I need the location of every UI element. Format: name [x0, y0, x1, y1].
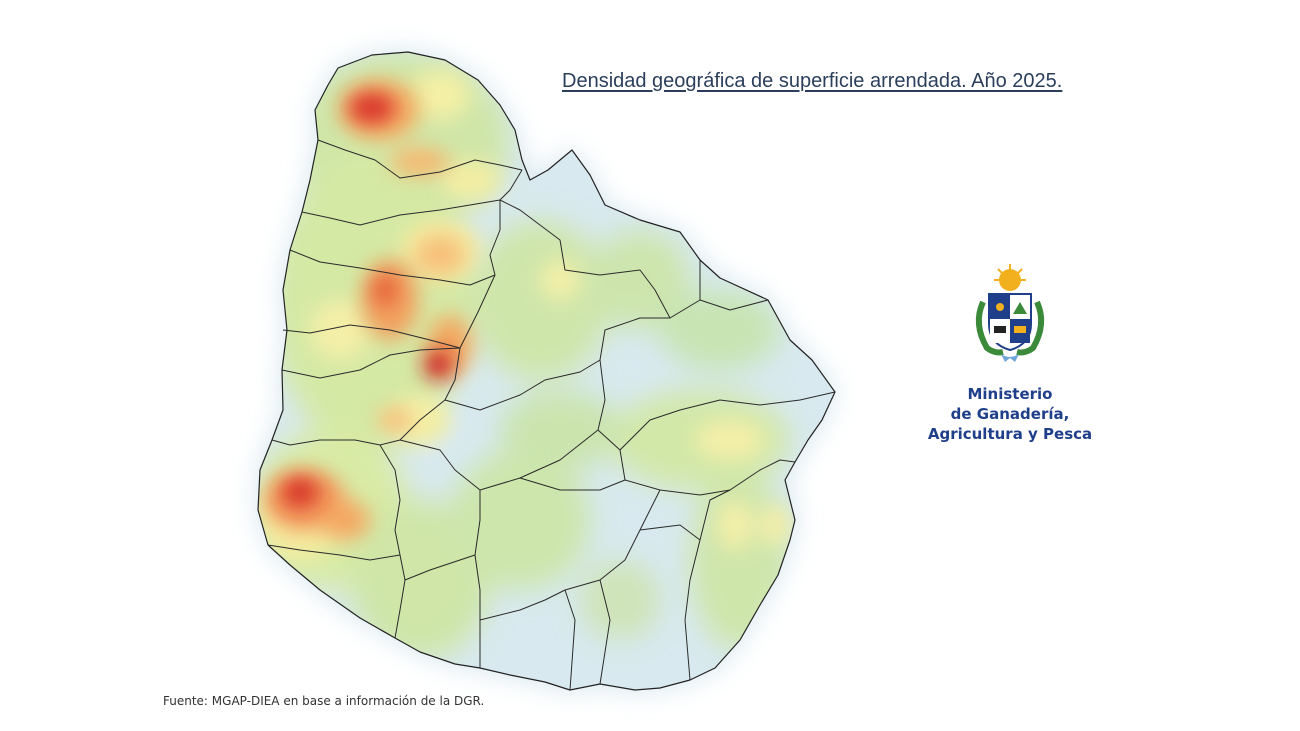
country-border [257, 51, 836, 691]
density-layer [258, 52, 835, 690]
ministry-logo: Ministerio de Ganadería, Agricultura y P… [925, 262, 1095, 452]
ministry-line-2: de Ganadería, [950, 405, 1070, 423]
ministry-line-3: Agricultura y Pesca [927, 425, 1093, 443]
sun-icon [994, 264, 1026, 291]
coat-of-arms-icon [975, 264, 1045, 362]
source-note: Fuente: MGAP-DIEA en base a información … [163, 694, 485, 708]
ministry-line-1: Ministerio [967, 385, 1053, 403]
map-title: Densidad geográfica de superficie arrend… [562, 70, 1063, 92]
ministry-name: Ministerio de Ganadería, Agricultura y P… [925, 384, 1095, 444]
department-borders [267, 139, 836, 691]
